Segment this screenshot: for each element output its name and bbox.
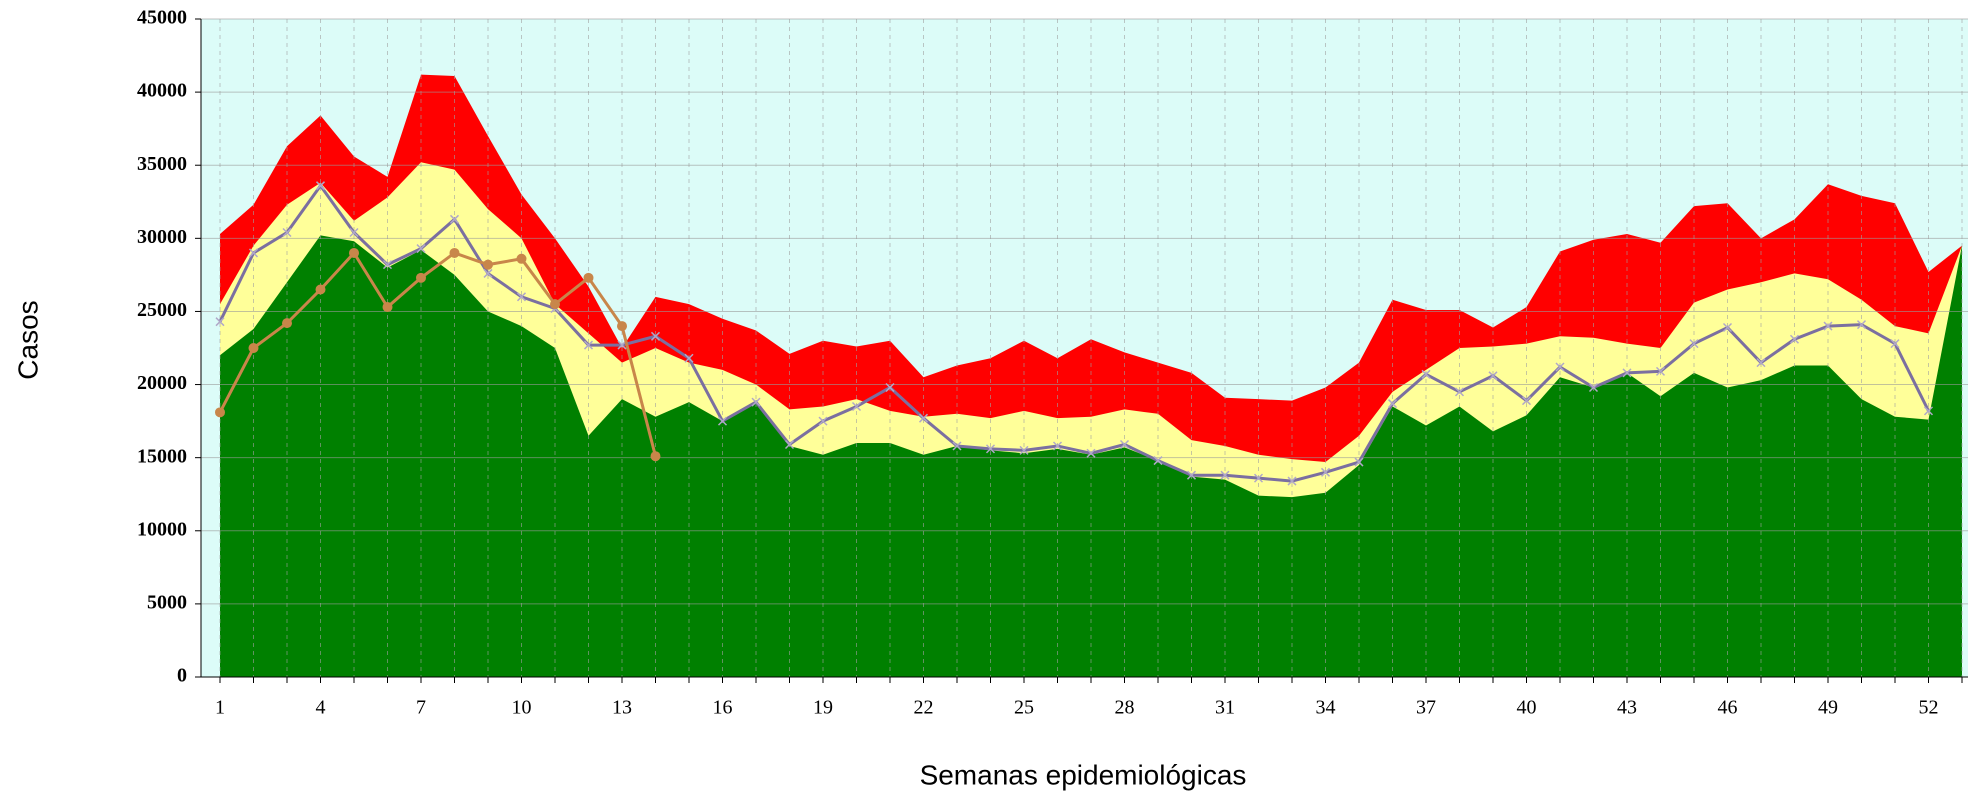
x-tick-label: 19: [813, 697, 833, 719]
point: [248, 343, 259, 353]
x-tick-label: 31: [1215, 697, 1235, 719]
point: [1119, 439, 1130, 450]
x-tick-label: 52: [1919, 697, 1939, 719]
point: [416, 244, 426, 254]
point: [349, 247, 359, 258]
point: [1756, 358, 1766, 368]
point: [1622, 368, 1632, 378]
y-tick-label: 25000: [137, 299, 187, 321]
point: [215, 407, 225, 418]
point: [818, 416, 828, 426]
point: [1521, 396, 1532, 406]
point: [1387, 399, 1398, 409]
point: [1320, 467, 1331, 477]
point: [1186, 470, 1197, 480]
x-tick-label: 46: [1718, 697, 1738, 719]
point: [1421, 369, 1431, 379]
point: [751, 397, 761, 407]
point: [1488, 371, 1498, 381]
point: [248, 248, 259, 258]
x-tick-label: 4: [316, 697, 326, 719]
point: [1890, 339, 1900, 349]
point: [918, 413, 929, 423]
y-tick-label: 30000: [137, 226, 187, 248]
point: [1555, 362, 1565, 372]
point: [315, 181, 326, 191]
x-axis-title: Semanas epidemiológicas: [920, 759, 1247, 790]
y-tick-label: 15000: [137, 445, 187, 467]
point: [1253, 473, 1264, 483]
y-tick-label: 35000: [137, 153, 187, 175]
point: [1823, 321, 1833, 331]
y-tick-label: 10000: [137, 518, 187, 540]
point: [1722, 322, 1733, 333]
x-tick-label: 37: [1416, 697, 1436, 719]
point: [617, 321, 627, 332]
point: [952, 441, 962, 451]
point: [1655, 366, 1666, 376]
point: [315, 284, 326, 295]
point: [382, 302, 393, 313]
point: [1454, 387, 1465, 397]
y-tick-label: 40000: [137, 80, 187, 102]
point: [215, 317, 225, 327]
point: [1019, 445, 1029, 455]
x-tick-label: 34: [1316, 697, 1336, 719]
point: [516, 292, 527, 302]
point: [1086, 448, 1096, 458]
point: [382, 260, 393, 270]
x-tick-label: 40: [1517, 697, 1537, 719]
point: [1354, 457, 1364, 467]
point: [282, 227, 292, 238]
point: [1220, 470, 1230, 480]
point: [1287, 476, 1297, 486]
x-tick-label: 28: [1115, 697, 1135, 719]
point: [516, 253, 527, 264]
point: [483, 259, 493, 270]
point: [1789, 334, 1800, 344]
point: [717, 416, 728, 426]
x-tick-label: 49: [1818, 697, 1838, 719]
point: [416, 272, 426, 283]
point: [650, 331, 661, 341]
y-tick-label: 45000: [137, 7, 187, 29]
x-tick-label: 13: [612, 697, 632, 719]
point: [684, 353, 694, 363]
point: [1153, 456, 1163, 466]
point: [1588, 382, 1599, 393]
point: [282, 318, 292, 329]
line: [218, 250, 657, 457]
point: [1856, 320, 1867, 330]
point: [449, 247, 460, 258]
point: [349, 227, 359, 238]
x-tick-label: 1: [215, 697, 225, 719]
point: [583, 340, 594, 350]
y-tick-label: 20000: [137, 372, 187, 394]
point: [1923, 406, 1934, 416]
y-axis-title: Casos: [12, 300, 43, 379]
point: [1689, 339, 1699, 349]
x-tick-label: 16: [713, 697, 733, 719]
point: [851, 401, 862, 412]
point: [550, 299, 560, 310]
point: [483, 268, 493, 278]
x-tick-label: 10: [512, 697, 532, 719]
line: [218, 183, 1930, 483]
point: [784, 439, 795, 450]
point: [449, 214, 460, 224]
y-tick-label: 5000: [147, 591, 187, 613]
x-tick-label: 22: [914, 697, 934, 719]
x-tick-label: 7: [416, 697, 426, 719]
point: [583, 272, 594, 283]
y-tick-label: 0: [177, 665, 187, 687]
point: [1052, 441, 1063, 451]
point: [985, 444, 996, 454]
point: [885, 382, 895, 393]
point: [650, 451, 661, 462]
x-tick-label: 25: [1014, 697, 1034, 719]
x-tick-label: 43: [1617, 697, 1637, 719]
